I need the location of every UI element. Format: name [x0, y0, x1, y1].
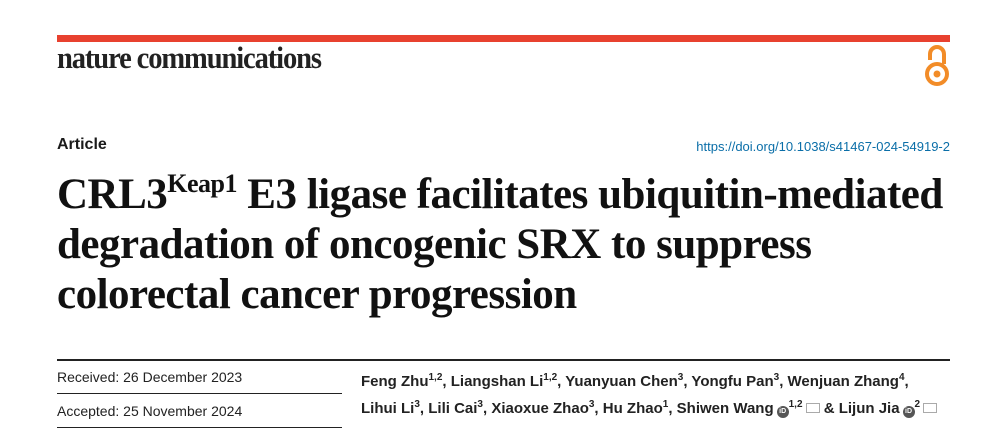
author-list: Feng Zhu1,2, Liangshan Li1,2, Yuanyuan C… — [361, 368, 961, 422]
author[interactable]: Lili Cai3, — [428, 399, 492, 418]
affiliation: 3 — [677, 372, 684, 383]
author-name[interactable]: Feng Zhu — [361, 373, 429, 390]
orcid-icon[interactable]: iD — [902, 406, 915, 418]
author-name[interactable]: Xiaoxue Zhao — [491, 400, 589, 417]
separator: , — [419, 400, 429, 417]
author[interactable]: Lijun Jia iD2 — [838, 399, 938, 418]
author-name[interactable]: Liangshan Li — [450, 373, 544, 390]
email-icon[interactable] — [805, 403, 820, 413]
article-type: Article — [57, 136, 107, 153]
author[interactable]: Lihui Li3, — [361, 399, 429, 418]
author[interactable]: Liangshan Li1,2, — [450, 372, 566, 391]
divider — [57, 427, 342, 428]
title-rest: E3 ligase facilitates ubiquitin-mediated… — [57, 171, 943, 318]
separator: , — [779, 373, 788, 390]
separator: , — [557, 373, 566, 390]
affiliation: 2 — [914, 399, 921, 410]
author-name[interactable]: Lijun Jia — [838, 400, 900, 417]
article-title: CRL3Keap1 E3 ligase facilitates ubiquiti… — [57, 170, 957, 320]
separator: , — [683, 373, 692, 390]
divider — [57, 359, 950, 361]
doi-link[interactable]: https://doi.org/10.1038/s41467-024-54919… — [696, 139, 950, 154]
author-name[interactable]: Lihui Li — [361, 400, 415, 417]
affiliation: 1,2 — [428, 372, 443, 383]
author[interactable]: Shiwen Wang iD1,2 & — [676, 399, 839, 418]
divider — [57, 393, 342, 394]
email-icon[interactable] — [923, 403, 938, 413]
affiliation: 1,2 — [543, 372, 558, 383]
separator: & — [819, 400, 839, 417]
open-access-icon — [925, 45, 949, 86]
author-name[interactable]: Yongfu Pan — [691, 373, 774, 390]
author-name[interactable]: Wenjuan Zhang — [787, 373, 899, 390]
affiliation: 1 — [662, 399, 669, 410]
affiliation: 4 — [898, 372, 905, 383]
separator: , — [482, 400, 492, 417]
separator: , — [594, 400, 603, 417]
title-superscript: Keap1 — [167, 169, 238, 198]
orcid-icon[interactable]: iD — [776, 406, 789, 418]
author[interactable]: Feng Zhu1,2, — [361, 372, 451, 391]
journal-logo: nature communications — [57, 40, 322, 75]
separator: , — [442, 373, 451, 390]
affiliation: 3 — [477, 399, 483, 410]
affiliation: 3 — [588, 399, 595, 410]
separator: , — [668, 400, 677, 417]
received-date: Received: 26 December 2023 — [57, 369, 243, 385]
title-prefix: CRL3 — [57, 171, 168, 218]
separator: , — [904, 373, 909, 390]
author-name[interactable]: Shiwen Wang — [676, 400, 774, 417]
author[interactable]: Hu Zhao1, — [602, 399, 677, 418]
author[interactable]: Yongfu Pan3, — [691, 372, 788, 391]
journal-accent-bar — [57, 35, 950, 42]
affiliation: 1,2 — [788, 399, 803, 410]
affiliation: 3 — [773, 372, 780, 383]
author[interactable]: Xiaoxue Zhao3, — [491, 399, 603, 418]
author[interactable]: Yuanyuan Chen3, — [565, 372, 692, 391]
accepted-date: Accepted: 25 November 2024 — [57, 403, 243, 419]
author-name[interactable]: Yuanyuan Chen — [565, 373, 678, 390]
author-name[interactable]: Lili Cai — [428, 400, 478, 417]
author[interactable]: Wenjuan Zhang4, — [787, 372, 909, 391]
author-name[interactable]: Hu Zhao — [602, 400, 663, 417]
affiliation: 3 — [414, 399, 420, 410]
